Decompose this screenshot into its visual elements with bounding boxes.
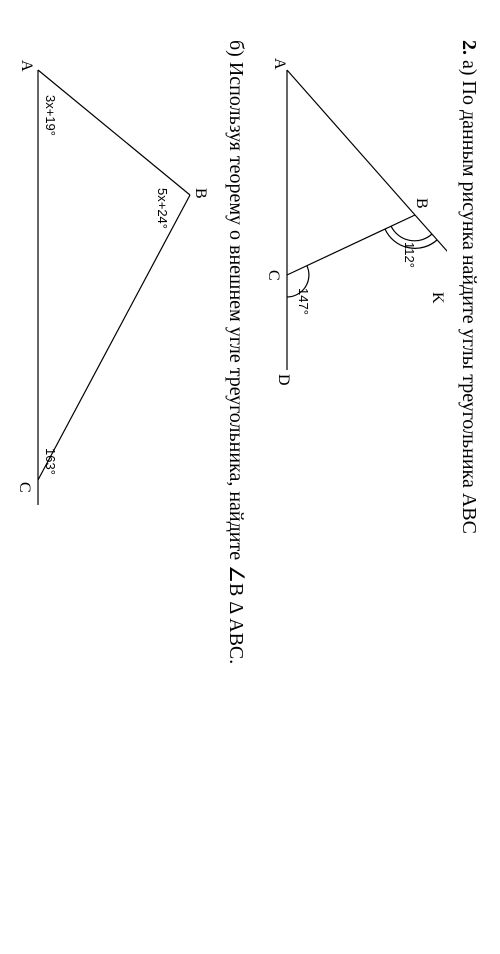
problem-heading: 2. а) По данным рисунка найдите углы тре… — [457, 40, 480, 914]
label-c-b: C — [16, 482, 33, 493]
line-bc — [287, 215, 415, 275]
angle-kbc: 112° — [402, 242, 417, 268]
label-b: B — [413, 198, 430, 209]
line-ab — [287, 70, 415, 215]
problem-number: 2. — [458, 40, 480, 55]
label-a-b: A — [18, 60, 35, 72]
figure-b: A B C 3x+19° 5x+24° 163° — [8, 40, 218, 520]
line-ab-b — [38, 70, 190, 195]
angle-a-b: 3x+19° — [43, 95, 58, 136]
arc-b-1 — [391, 226, 432, 241]
part-a-text: а) По данным рисунка найдите углы треуго… — [458, 60, 480, 534]
label-b-b: B — [192, 188, 209, 199]
label-c: C — [265, 270, 282, 281]
line-bc-b — [38, 195, 190, 480]
label-a: A — [271, 58, 288, 70]
angle-b-b: 5x+24° — [155, 188, 170, 229]
label-k: K — [429, 292, 446, 304]
angle-bcd: 147° — [296, 288, 311, 315]
part-b-text: б) Используя теорему о внешнем угле треу… — [224, 40, 249, 914]
label-d: D — [275, 374, 292, 386]
figure-a: A B C D K 112° 147° — [257, 40, 447, 400]
angle-c-ext: 163° — [43, 448, 58, 475]
